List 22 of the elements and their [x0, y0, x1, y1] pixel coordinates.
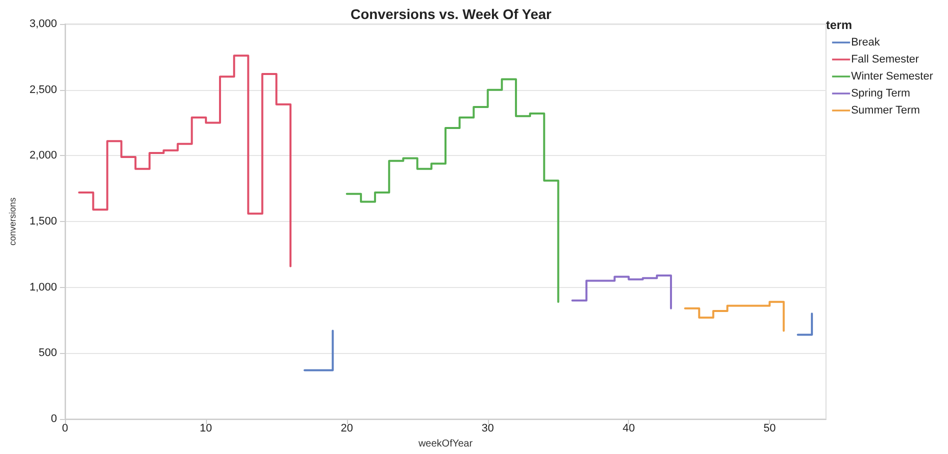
y-tick-label: 500	[38, 347, 57, 360]
legend-label: Spring Term	[851, 88, 910, 100]
legend-label: Break	[851, 36, 880, 48]
y-axis-title: conversions	[8, 196, 18, 246]
x-tick-label: 50	[764, 422, 776, 434]
x-tick-label: 40	[622, 422, 635, 434]
y-tick-label: 0	[50, 413, 57, 425]
chart-title: Conversions vs. Week Of Year	[350, 6, 552, 22]
x-tick-label: 20	[340, 422, 353, 434]
legend-title: term	[826, 18, 852, 32]
y-tick-label: 1,000	[29, 281, 57, 294]
legend-label: Winter Semester	[851, 70, 934, 82]
legend-label: Fall Semester	[851, 54, 920, 66]
x-tick-label: 30	[482, 422, 494, 434]
y-tick-label: 3,000	[29, 18, 57, 30]
y-tick-label: 2,000	[29, 150, 57, 162]
x-axis-title: weekOfYear	[417, 438, 474, 450]
legend-label: Summer Term	[851, 104, 920, 116]
y-tick-label: 1,500	[29, 216, 57, 228]
x-tick-label: 10	[200, 422, 212, 434]
y-tick-label: 2,500	[29, 84, 57, 96]
x-tick-label: 0	[62, 422, 68, 434]
